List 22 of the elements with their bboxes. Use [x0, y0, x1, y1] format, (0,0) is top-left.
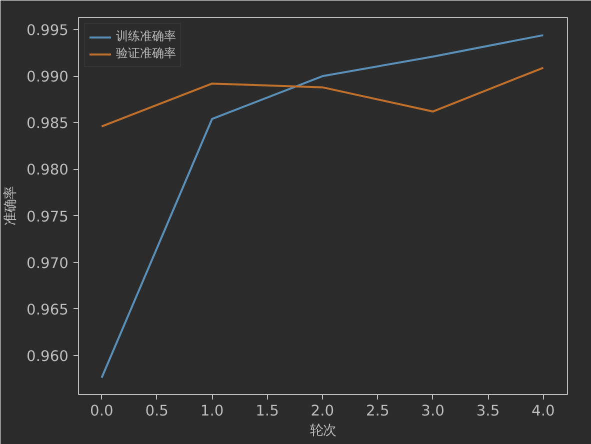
- x-axis-title: 轮次: [310, 424, 336, 438]
- y-tick-label: 0.960: [26, 348, 69, 365]
- y-tick-label: 0.970: [26, 254, 69, 272]
- x-tick-label: 1.0: [200, 402, 224, 420]
- x-tick-label: 2.5: [366, 402, 390, 420]
- legend-label: 训练准确率: [116, 28, 176, 45]
- y-axis-title: 准确率: [2, 186, 19, 226]
- line-series: [100, 66, 544, 128]
- x-tick-label: 2.0: [310, 402, 334, 420]
- y-tick-label: 0.995: [26, 22, 69, 40]
- x-tick-label: 4.0: [532, 402, 555, 420]
- y-tick-label: 0.965: [26, 301, 69, 318]
- y-tick-label: 0.980: [26, 162, 69, 179]
- x-tick-label: 1.5: [256, 402, 279, 420]
- x-tick-label: 3.0: [421, 402, 444, 420]
- y-tick-label: 0.990: [26, 68, 69, 86]
- x-tick-label: 3.5: [476, 402, 500, 420]
- x-tick-label: 0.0: [90, 402, 114, 420]
- y-tick-label: 0.975: [26, 208, 69, 226]
- x-tick-label: 0.5: [145, 402, 169, 420]
- legend-label: 验证准确率: [116, 45, 176, 62]
- y-tick-label: 0.985: [26, 115, 69, 132]
